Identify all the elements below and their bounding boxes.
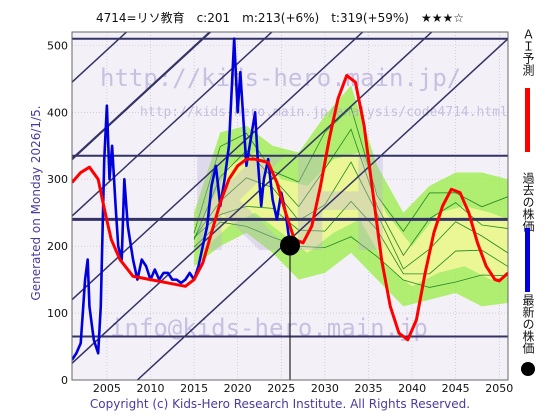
copyright-footer: Copyright (c) Kids-Hero Research Institu…	[89, 397, 471, 411]
y-tick-label-0: 0	[61, 374, 68, 387]
current-price-dot	[280, 235, 300, 256]
x-tick-label-2040: 2040	[398, 382, 426, 395]
plot-frame	[71, 31, 509, 381]
watermark-url-top: http://kids-hero.main.jp/	[100, 64, 461, 92]
trend-line-4	[72, 32, 433, 364]
y-tick-label-300: 300	[47, 173, 68, 186]
trend-line-1	[72, 32, 212, 160]
generated-date-label: Generated on Monday 2026/1/5.	[29, 105, 43, 301]
trend-line-2	[72, 32, 273, 217]
y-tick-label-100: 100	[47, 307, 68, 320]
legend-ai-forecast-label: ＡＩ予測	[521, 28, 535, 76]
x-tick-label-2015: 2015	[180, 382, 208, 395]
x-tick-label-2045: 2045	[442, 382, 470, 395]
legend-latest-price-dot	[521, 362, 535, 376]
y-tick-label-400: 400	[47, 106, 68, 119]
x-tick-label-2010: 2010	[136, 382, 164, 395]
green-line-5	[193, 106, 508, 234]
legend-past-price-swatch	[525, 228, 530, 292]
x-tick-label-2050: 2050	[485, 382, 513, 395]
x-tick-label-2030: 2030	[311, 382, 339, 395]
green-line-3	[193, 161, 508, 270]
legend: ＡＩ予測 過去の株価 最新の株価	[516, 28, 540, 378]
trend-line-3	[72, 32, 364, 301]
green-line-1	[193, 221, 508, 288]
legend-latest-price-label: 最新の株価	[521, 294, 535, 354]
series-line-1	[72, 74, 508, 342]
current-marker	[280, 235, 300, 380]
y-axis-ticks: 0 100 200 300 400 500	[47, 39, 68, 387]
green-line-2	[193, 200, 508, 275]
series-lines	[72, 37, 508, 361]
watermark-url-mid: http://kids-hero.main.jp/analysis/code47…	[140, 105, 508, 120]
legend-ai-forecast-swatch	[525, 88, 530, 152]
x-axis-ticks: 2005 2010 2015 2020 2025 2030 2035 2040 2045 2050	[93, 382, 513, 395]
x-tick-label-2005: 2005	[93, 382, 121, 395]
y-tick-label-500: 500	[47, 39, 68, 52]
x-tick-label-2025: 2025	[267, 382, 295, 395]
y-tick-label-200: 200	[47, 240, 68, 253]
chart-title: 4714=リソ教育 c:201 m:213(+6%) t:319(+59%) ★…	[95, 11, 464, 25]
x-tick-label-2020: 2020	[224, 382, 252, 395]
x-tick-label-2035: 2035	[354, 382, 382, 395]
watermark-email: info@kids-hero.main.jp	[110, 314, 428, 342]
legend-past-price-label: 過去の株価	[521, 172, 535, 232]
series-line-0	[72, 37, 292, 361]
